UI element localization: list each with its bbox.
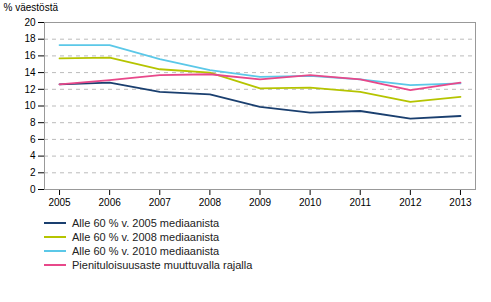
svg-text:2009: 2009	[249, 197, 272, 208]
svg-text:10: 10	[24, 100, 36, 111]
svg-text:6: 6	[30, 134, 36, 145]
svg-text:2006: 2006	[99, 197, 122, 208]
svg-text:2005: 2005	[48, 197, 71, 208]
svg-text:4: 4	[30, 150, 36, 161]
html-text:Alle 60 % v. 2010 mediaanista: Alle 60 % v. 2010 mediaanista	[72, 245, 220, 257]
svg-text:2007: 2007	[149, 197, 172, 208]
svg-text:2011: 2011	[349, 197, 371, 208]
svg-text:20: 20	[24, 17, 36, 28]
svg-text:8: 8	[30, 117, 36, 128]
svg-text:2012: 2012	[399, 197, 422, 208]
svg-text:2008: 2008	[199, 197, 222, 208]
svg-text:2013: 2013	[449, 197, 472, 208]
html-text:Alle 60 % v. 2008 mediaanista: Alle 60 % v. 2008 mediaanista	[72, 231, 220, 243]
svg-text:2: 2	[30, 167, 36, 178]
svg-text:0: 0	[30, 184, 36, 195]
svg-text:2010: 2010	[299, 197, 322, 208]
svg-text:16: 16	[24, 50, 36, 61]
svg-text:14: 14	[24, 67, 36, 78]
svg-text:18: 18	[24, 33, 36, 44]
html-text:Pienituloisuusaste muuttuvalla: Pienituloisuusaste muuttuvalla rajalla	[72, 259, 253, 271]
html-text:Alle 60 % v. 2005 mediaanista: Alle 60 % v. 2005 mediaanista	[72, 217, 220, 229]
svg-text:12: 12	[24, 84, 36, 95]
svg-text:% väestöstä: % väestöstä	[4, 2, 59, 13]
